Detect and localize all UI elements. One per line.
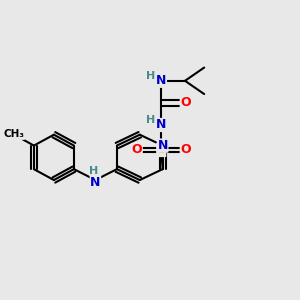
Text: H: H (146, 70, 155, 80)
Text: H: H (89, 166, 99, 176)
Text: O: O (132, 143, 142, 157)
Text: S: S (157, 143, 166, 157)
Text: O: O (180, 143, 191, 157)
Text: CH₃: CH₃ (3, 129, 24, 140)
Text: O: O (180, 96, 191, 110)
Text: H: H (146, 115, 155, 125)
Text: N: N (158, 139, 168, 152)
Text: N: N (156, 118, 166, 131)
Text: N: N (90, 176, 100, 189)
Text: N: N (156, 74, 166, 87)
